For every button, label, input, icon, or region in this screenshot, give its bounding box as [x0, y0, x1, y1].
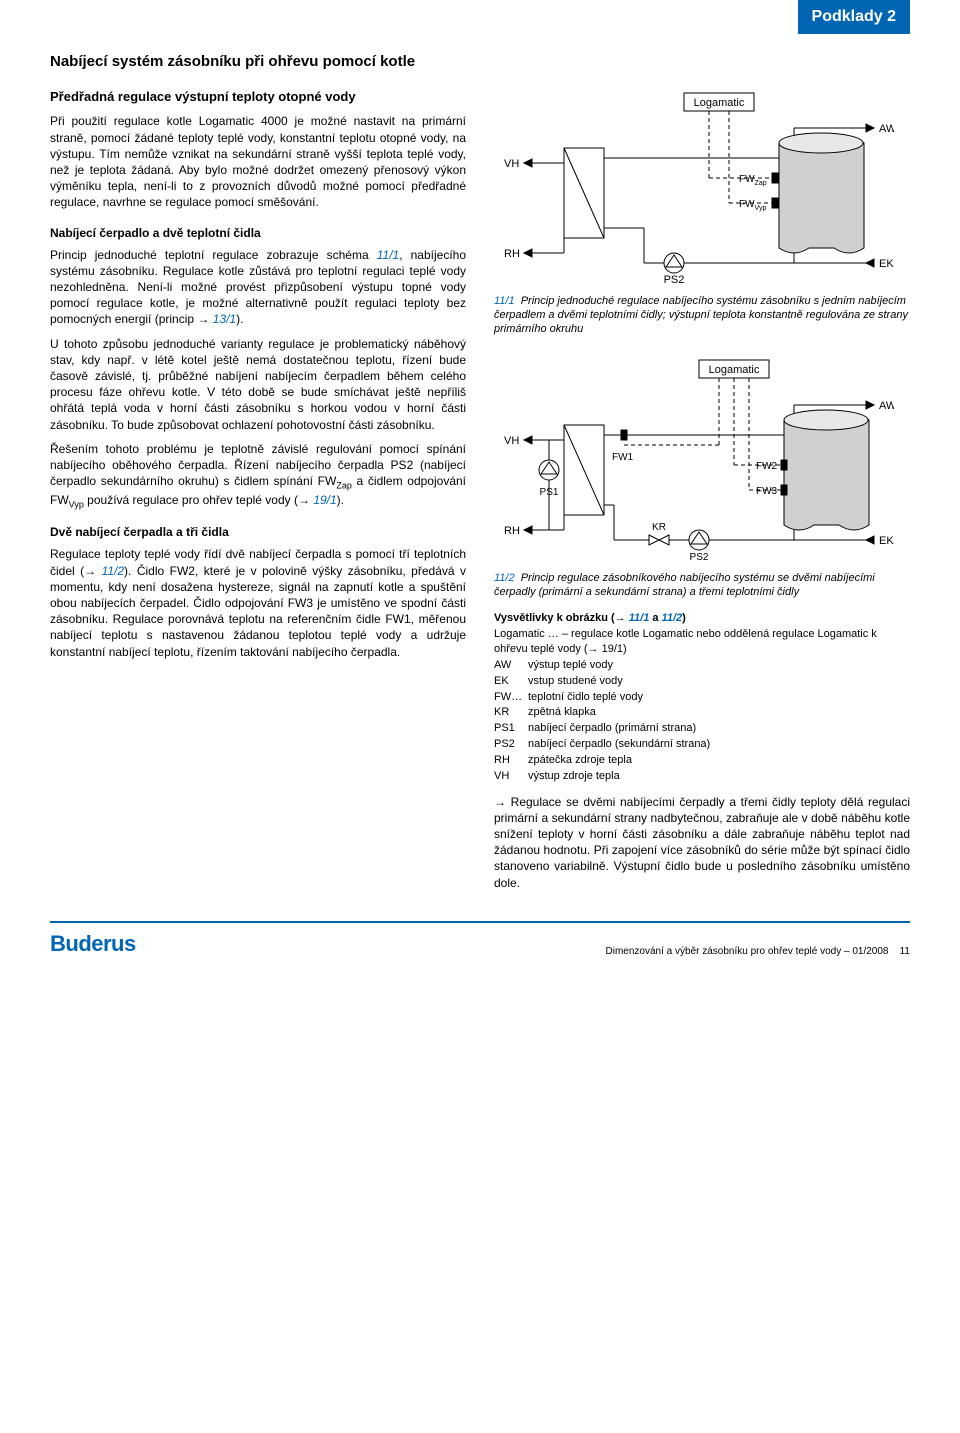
svg-text:FWVyp: FWVyp: [739, 199, 766, 212]
section3-p1: Regulace teploty teplé vody řídí dvě nab…: [50, 546, 466, 659]
regulation-note: → Regulace se dvěmi nabíjecími čerpadly …: [494, 794, 910, 891]
svg-text:RH: RH: [504, 525, 520, 537]
svg-text:RH: RH: [504, 248, 520, 260]
legend-item: KRzpětná klapka: [494, 705, 910, 720]
svg-text:PS1: PS1: [540, 487, 559, 498]
svg-text:KR: KR: [652, 522, 666, 533]
ref-11-2: 11/2: [102, 564, 124, 578]
footer-text: Dimenzování a výběr zásobníku pro ohřev …: [606, 945, 910, 959]
legend-item: Logamatic … – regulace kotle Logamatic n…: [494, 627, 910, 657]
legend-item: EKvstup studené vody: [494, 674, 910, 689]
header-tab: Podklady 2: [50, 0, 910, 34]
svg-text:Logamatic: Logamatic: [709, 364, 760, 376]
ref-19-1: 19/1: [313, 493, 336, 507]
svg-text:EK: EK: [879, 535, 894, 547]
right-column: Logamatic VH RH: [494, 88, 910, 891]
svg-text:AW: AW: [879, 400, 894, 412]
legend-item: FW…teplotní čidlo teplé vody: [494, 690, 910, 705]
svg-text:FW1: FW1: [612, 452, 634, 463]
svg-text:Logamatic: Logamatic: [694, 97, 745, 109]
page-title: Nabíjecí systém zásobníku při ohřevu pom…: [50, 52, 910, 72]
legend-item: PS2nabíjecí čerpadlo (sekundární strana): [494, 737, 910, 752]
svg-text:VH: VH: [504, 158, 519, 170]
ref-13-1: 13/1: [213, 312, 236, 326]
page-footer: Buderus Dimenzování a výběr zásobníku pr…: [50, 921, 910, 959]
svg-text:EK: EK: [879, 258, 894, 270]
svg-text:PS2: PS2: [690, 552, 709, 563]
two-column-layout: Předřadná regulace výstupní teploty otop…: [50, 88, 910, 891]
legend-list: Logamatic … – regulace kotle Logamatic n…: [494, 627, 910, 783]
svg-text:FW3: FW3: [756, 486, 778, 497]
header-tab-label: Podklady 2: [798, 0, 910, 34]
ref-11-1: 11/1: [377, 248, 399, 262]
legend-item: PS1nabíjecí čerpadlo (primární strana): [494, 721, 910, 736]
diagram-11-1: Logamatic VH RH: [494, 88, 894, 288]
svg-text:FWZap: FWZap: [739, 174, 767, 187]
legend-item: AWvýstup teplé vody: [494, 658, 910, 673]
diagram-11-2: Logamatic VH RH: [494, 355, 894, 565]
section3-title: Dvě nabíjecí čerpadla a tři čidla: [50, 524, 466, 540]
buderus-logo: Buderus: [50, 929, 136, 959]
svg-text:FW2: FW2: [756, 461, 778, 472]
svg-text:AW: AW: [879, 123, 894, 135]
section2-p2: U tohoto způsobu jednoduché varianty reg…: [50, 336, 466, 433]
section2-p1: Princip jednoduché teplotní regulace zob…: [50, 247, 466, 328]
caption-11-1: 11/1 Princip jednoduché regulace nabíjec…: [494, 294, 910, 337]
svg-text:PS2: PS2: [664, 274, 685, 286]
caption-11-2: 11/2 Princip regulace zásobníkového nabí…: [494, 571, 910, 600]
legend-item: VHvýstup zdroje tepla: [494, 769, 910, 784]
svg-text:VH: VH: [504, 435, 519, 447]
left-column: Předřadná regulace výstupní teploty otop…: [50, 88, 466, 891]
section2-title: Nabíjecí čerpadlo a dvě teplotní čidla: [50, 225, 466, 241]
legend-item: RHzpátečka zdroje tepla: [494, 753, 910, 768]
legend-title: Vysvětlivky k obrázku (→ 11/1 a 11/2): [494, 611, 910, 626]
section1-title: Předřadná regulace výstupní teploty otop…: [50, 88, 466, 106]
section2-p3: Řešením tohoto problému je teplotně závi…: [50, 441, 466, 510]
section1-p1: Při použití regulace kotle Logamatic 400…: [50, 113, 466, 210]
